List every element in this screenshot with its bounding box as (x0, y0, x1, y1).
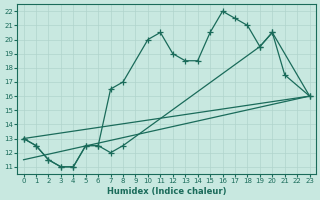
X-axis label: Humidex (Indice chaleur): Humidex (Indice chaleur) (107, 187, 226, 196)
